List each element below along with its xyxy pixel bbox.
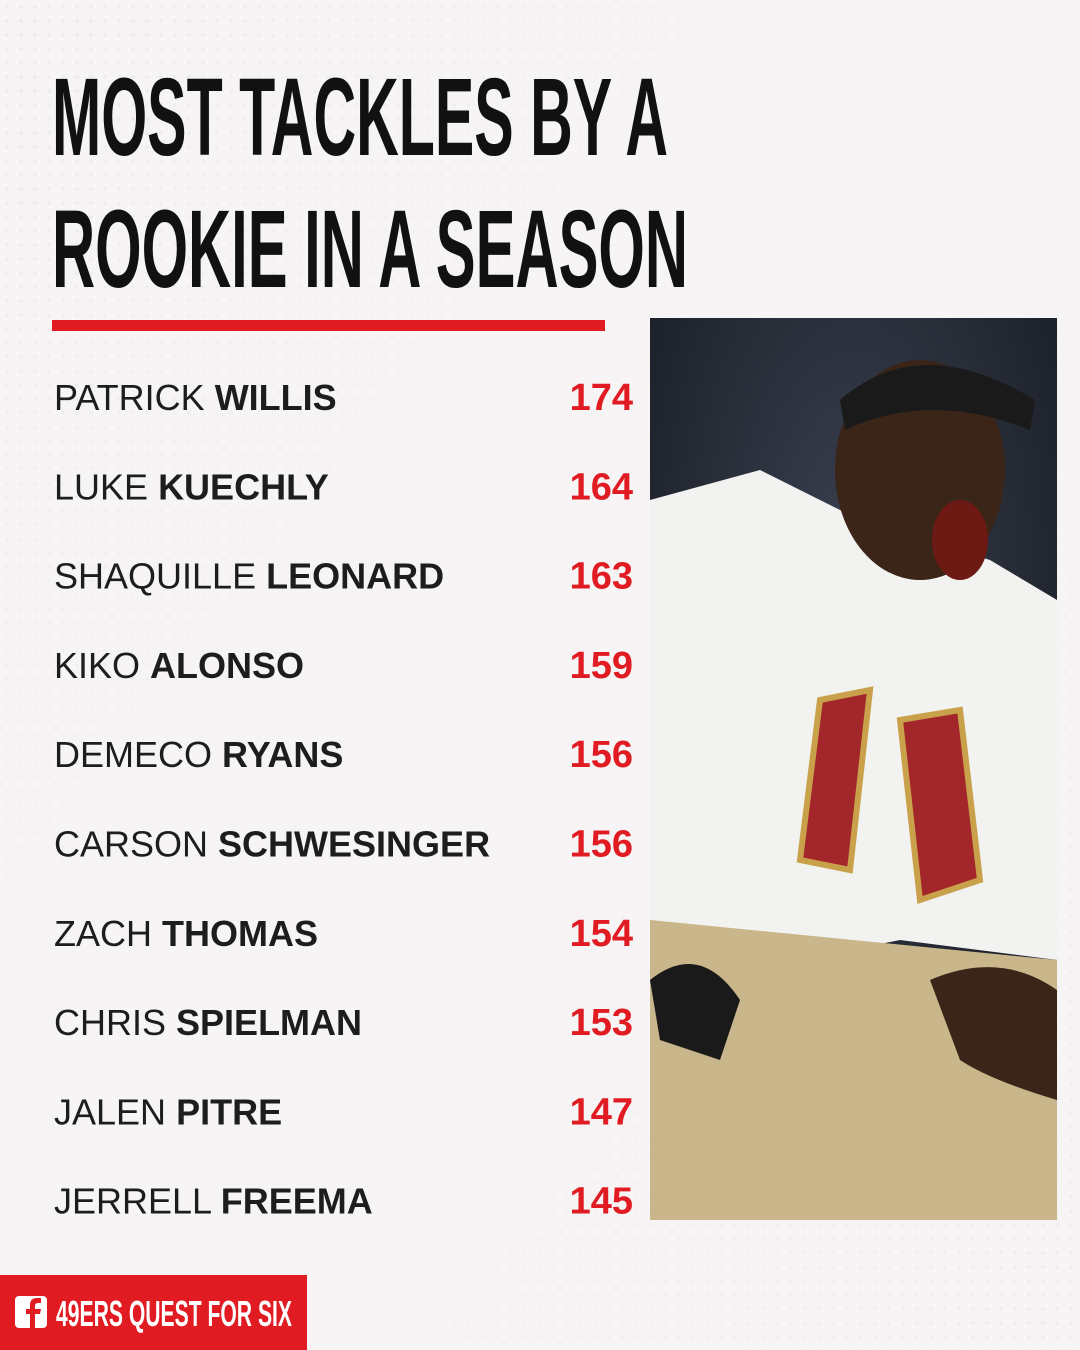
title-underline [52,320,605,331]
tackle-count: 147 [570,1091,633,1133]
player-name: KIKO ALONSO [54,645,304,686]
tackle-count: 156 [570,734,633,776]
player-name: CHRIS SPIELMAN [54,1002,362,1043]
first-name: DEMECO [54,734,212,775]
tackle-count: 174 [570,377,633,419]
player-name: ZACH THOMAS [54,913,318,954]
leaderboard-row: JALEN PITRE 147 [54,1091,633,1133]
footer-badge: 49ERS QUEST FOR SIX [0,1275,307,1350]
first-name: ZACH [54,913,152,954]
tackle-count: 145 [570,1181,633,1223]
last-name: SCHWESINGER [218,824,490,865]
tackle-count: 163 [570,556,633,598]
brand-name: 49ERS QUEST FOR SIX [56,1293,292,1334]
title-line: MOST TACKLES BY A [52,56,668,179]
tackle-count: 154 [570,913,633,955]
first-name: JERRELL [54,1181,211,1222]
title-line: ROOKIE IN A SEASON [52,188,688,311]
last-name: WILLIS [215,377,337,418]
leaderboard-row: DEMECO RYANS 156 [54,734,633,776]
first-name: LUKE [54,466,148,507]
tackle-count: 156 [570,824,633,866]
leaderboard-row: PATRICK WILLIS 174 [54,377,633,419]
last-name: LEONARD [266,556,444,597]
leaderboard-row: JERRELL FREEMA 145 [54,1181,633,1223]
last-name: SPIELMAN [176,1002,362,1043]
leaderboard-row: CHRIS SPIELMAN 153 [54,1002,633,1044]
player-name: LUKE KUECHLY [54,466,329,507]
last-name: ALONSO [150,645,304,686]
tackle-count: 164 [570,466,633,508]
first-name: KIKO [54,645,140,686]
player-name: CARSON SCHWESINGER [54,824,490,865]
leaderboard-row: LUKE KUECHLY 164 [54,466,633,508]
leaderboard-row: ZACH THOMAS 154 [54,913,633,955]
last-name: RYANS [222,734,343,775]
first-name: CHRIS [54,1002,166,1043]
player-name: SHAQUILLE LEONARD [54,556,444,597]
first-name: PATRICK [54,377,205,418]
leaderboard-row: KIKO ALONSO 159 [54,645,633,687]
player-name: PATRICK WILLIS [54,377,337,418]
leaderboard: PATRICK WILLIS 174 LUKE KUECHLY 164 SHAQUILL… [54,377,633,1223]
leaderboard-row: CARSON SCHWESINGER 156 [54,824,633,866]
last-name: FREEMA [221,1181,373,1222]
first-name: CARSON [54,824,208,865]
player-name: JALEN PITRE [54,1091,282,1132]
player-name: DEMECO RYANS [54,734,343,775]
last-name: KUECHLY [158,466,329,507]
first-name: SHAQUILLE [54,556,256,597]
leaderboard-row: SHAQUILLE LEONARD 163 [54,556,633,598]
first-name: JALEN [54,1091,166,1132]
player-photo [650,318,1057,1220]
tackle-count: 153 [570,1002,633,1044]
last-name: PITRE [176,1091,282,1132]
player-name: JERRELL FREEMA [54,1181,373,1222]
tackle-count: 159 [570,645,633,687]
last-name: THOMAS [162,913,318,954]
